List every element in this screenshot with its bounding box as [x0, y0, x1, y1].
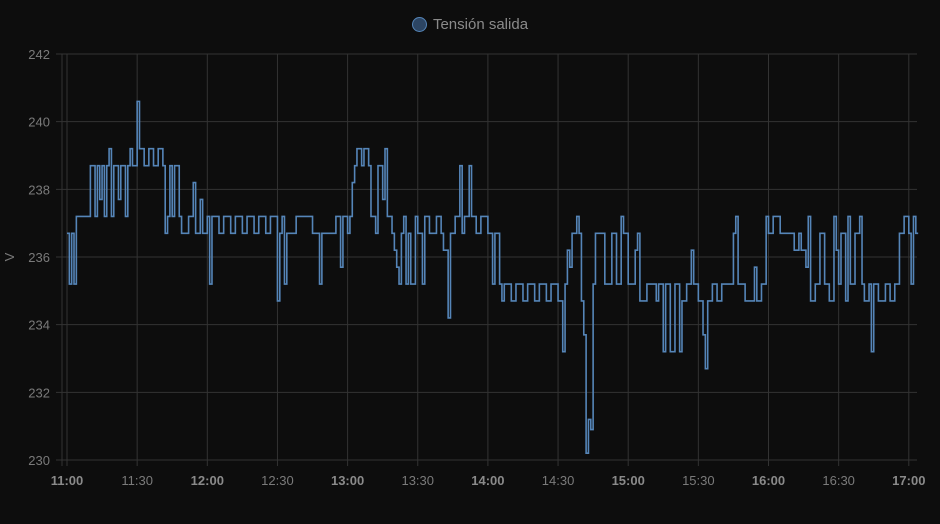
y-axis: 230 232 234 236 238 240 242 — [28, 47, 50, 468]
x-tick-label: 12:30 — [261, 473, 294, 488]
y-tick-label: 240 — [28, 115, 50, 130]
x-tick-label: 14:00 — [471, 473, 504, 488]
legend-label: Tensión salida — [432, 16, 529, 33]
x-tick-label: 17:00 — [892, 473, 925, 488]
x-tick-label: 11:00 — [51, 473, 84, 488]
x-tick-label: 16:00 — [752, 473, 785, 488]
series-line-tension-salida[interactable] — [67, 100, 919, 455]
y-tick-label: 242 — [28, 47, 50, 62]
x-tick-label: 13:30 — [401, 473, 434, 488]
x-tick-label: 16:30 — [822, 473, 855, 488]
legend[interactable]: Tensión salida — [0, 16, 940, 33]
x-axis: 11:00 11:30 12:00 12:30 13:00 13:30 14:00 14:30… — [51, 473, 926, 488]
x-tick-label: 13:00 — [331, 473, 364, 488]
y-tick-label: 230 — [28, 453, 50, 468]
y-tick-label: 238 — [28, 182, 50, 197]
grid — [56, 53, 917, 466]
x-tick-label: 15:30 — [682, 473, 715, 488]
y-tick-label: 236 — [28, 250, 50, 265]
y-axis-label: V — [2, 252, 17, 261]
y-tick-label: 232 — [28, 385, 50, 400]
x-tick-label: 15:00 — [612, 473, 645, 488]
legend-swatch-icon — [411, 17, 427, 32]
x-tick-label: 12:00 — [191, 473, 224, 488]
x-tick-label: 11:30 — [121, 473, 153, 488]
y-tick-label: 234 — [28, 318, 50, 333]
x-tick-label: 14:30 — [542, 473, 575, 488]
